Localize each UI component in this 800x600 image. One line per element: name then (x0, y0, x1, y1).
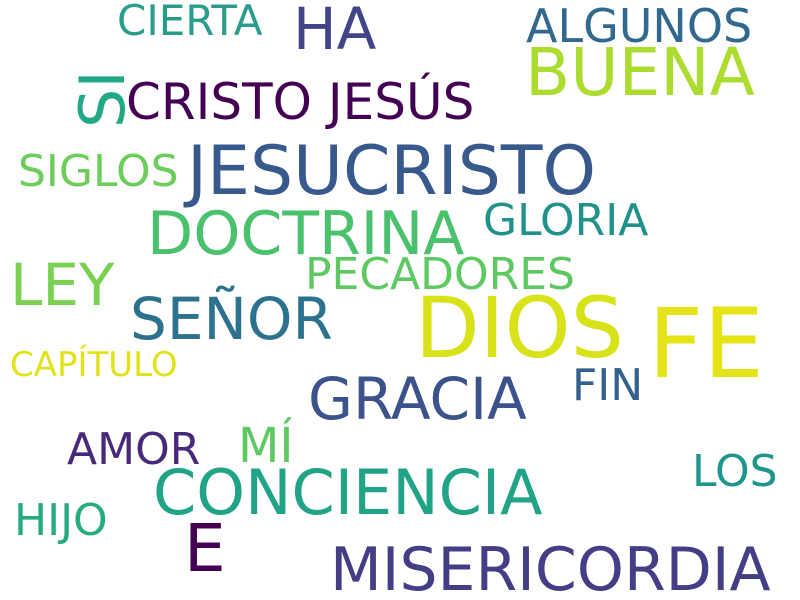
word-capitulo: CAPÍTULO (10, 345, 178, 385)
word-algunos: ALGUNOS (526, 0, 753, 53)
word-fe: FE (648, 288, 764, 400)
word-doctrina: DOCTRINA (147, 199, 465, 269)
word-buena: BUENA (525, 34, 755, 111)
word-cristo-jesus: CRISTO JESÚS (126, 73, 475, 131)
word-gracia: GRACIA (308, 365, 527, 433)
word-senor: SEÑOR (130, 285, 333, 353)
word-cierta: CIERTA (117, 0, 263, 45)
word-gloria: GLORIA (483, 195, 649, 246)
word-dios: DIOS (415, 279, 624, 377)
word-los: LOS (692, 446, 778, 497)
word-fin: FIN (572, 360, 644, 411)
word-ley: LEY (10, 251, 115, 319)
word-misericordia: MISERICORDIA (330, 535, 771, 600)
word-ha: HA (293, 0, 377, 63)
word-conciencia: CONCIENCIA (153, 456, 543, 529)
word-siglos: SIGLOS (18, 146, 179, 197)
word-amor: AMOR (67, 424, 201, 475)
word-si: SI (66, 70, 139, 128)
word-e: E (184, 510, 226, 587)
word-pecadores: PECADORES (305, 249, 575, 300)
word-jesucristo: JESUCRISTO (187, 132, 596, 211)
word-mi: MÍ (238, 418, 294, 474)
word-hijo: HIJO (14, 495, 108, 546)
